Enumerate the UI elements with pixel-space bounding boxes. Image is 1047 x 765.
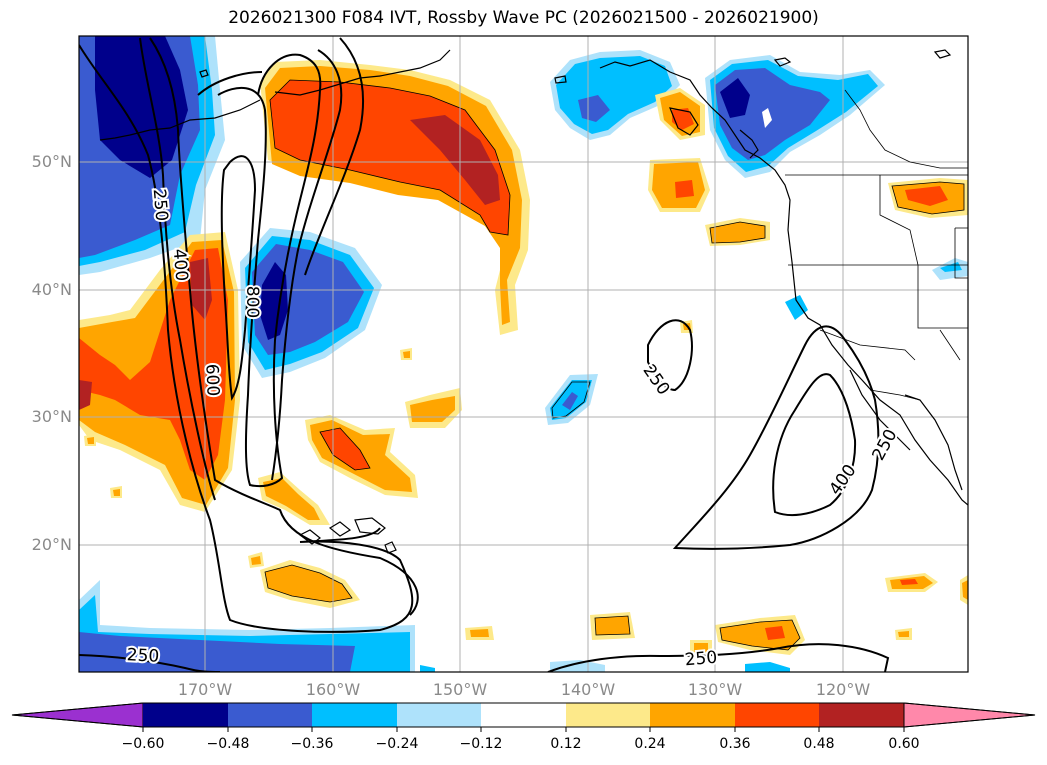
- negative-anomaly-gulf-alaska: [550, 50, 885, 178]
- negative-anomaly-subtropical: [545, 258, 968, 425]
- colorbar-tick-label-6: 0.24: [634, 736, 666, 752]
- colorbar-tick-label-3: −0.24: [375, 736, 419, 752]
- colorbar-tick-label-4: −0.12: [459, 736, 503, 752]
- contour-label-250-southwest: 250: [126, 645, 159, 667]
- contour-label-250-south: 250: [684, 648, 718, 671]
- colorbar-segment-6: [566, 703, 650, 727]
- lon-label-170w: 170°W: [177, 680, 233, 699]
- colorbar-tick-label-7: 0.36: [719, 736, 751, 752]
- lat-label-20n: 20°N: [31, 535, 72, 554]
- lon-label-160w: 160°W: [305, 680, 361, 699]
- colorbar-segment-7: [650, 703, 735, 727]
- ivt-contours: [79, 37, 890, 672]
- lon-label-150w: 150°W: [432, 680, 488, 699]
- colorbar-tick-label-8: 0.48: [803, 736, 835, 752]
- contour-label-250-west: 250: [149, 188, 172, 222]
- colorbar-tick-label-2: −0.36: [290, 736, 334, 752]
- colorbar-segment-2: [228, 703, 312, 727]
- lat-label-50n: 50°N: [31, 152, 72, 171]
- colorbar-segment-4: [397, 703, 481, 727]
- colorbar-segment-0: [11, 702, 144, 728]
- lon-label-140w: 140°W: [560, 680, 616, 699]
- colorbar: [11, 702, 1036, 732]
- colorbar-segment-9: [819, 703, 904, 727]
- contour-label-400-west: 400: [169, 248, 192, 282]
- positive-anomaly-subtropical-bands: [248, 388, 968, 655]
- colorbar-tick-label-5: 0.12: [550, 736, 582, 752]
- contour-label-800: 800: [242, 286, 262, 318]
- colorbar-segment-1: [143, 703, 228, 727]
- colorbar-ticks: [142, 727, 905, 732]
- lon-label-120w: 120°W: [815, 680, 871, 699]
- colorbar-segment-3: [312, 703, 397, 727]
- colorbar-segment-10: [903, 702, 1036, 728]
- map-title: 2026021300 F084 IVT, Rossby Wave PC (202…: [228, 8, 819, 28]
- map-frame: [78, 35, 969, 673]
- lat-label-40n: 40°N: [31, 280, 72, 299]
- lat-label-30n: 30°N: [31, 407, 72, 426]
- colorbar-segment-5: [481, 703, 566, 727]
- colorbar-tick-label-1: −0.48: [206, 736, 250, 752]
- political-boundaries: [785, 89, 968, 401]
- contour-label-600: 600: [201, 363, 222, 396]
- colorbar-segment-8: [735, 703, 819, 727]
- lon-label-130w: 130°W: [687, 680, 743, 699]
- map-gridlines: [79, 36, 968, 672]
- positive-anomaly-northeast: [84, 88, 968, 498]
- colorbar-tick-label-9: 0.60: [888, 736, 920, 752]
- colorbar-tick-label-0: −0.60: [121, 736, 165, 752]
